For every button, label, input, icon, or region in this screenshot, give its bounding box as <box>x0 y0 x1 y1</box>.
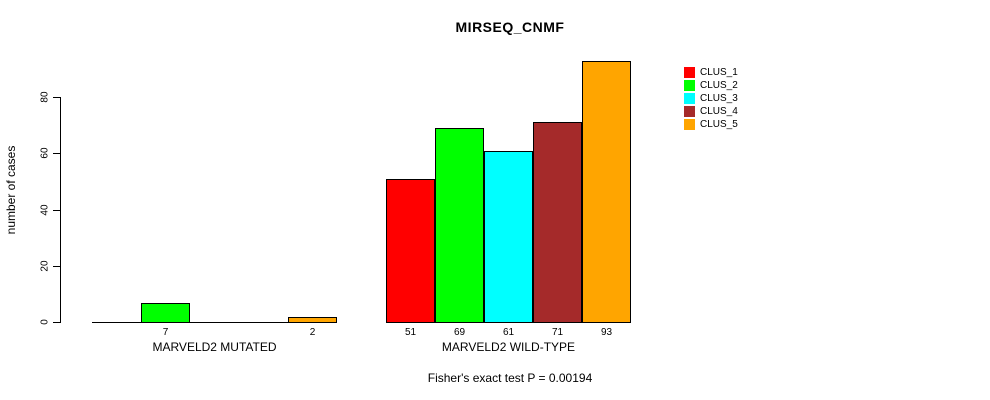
y-axis-tick <box>53 266 61 267</box>
y-axis-tick <box>53 153 61 154</box>
fisher-test-annotation: Fisher's exact test P = 0.00194 <box>427 371 593 385</box>
legend-item-CLUS_3: CLUS_3 <box>684 92 738 105</box>
group-label-mutated: MARVELD2 MUTATED <box>152 340 277 354</box>
bar-value-label: 2 <box>309 327 316 338</box>
zero-height-bar-CLUS_3 <box>190 322 240 323</box>
bar-value-label: 69 <box>453 327 466 338</box>
bar-CLUS_1 <box>386 179 435 323</box>
group-label-wildtype: MARVELD2 WILD-TYPE <box>441 340 576 354</box>
legend-label: CLUS_3 <box>700 93 738 104</box>
legend-label: CLUS_5 <box>700 119 738 130</box>
bar-value-label: 93 <box>600 327 613 338</box>
bar-CLUS_2 <box>141 303 190 323</box>
legend-swatch-CLUS_2 <box>684 80 695 91</box>
bar-value-label: 51 <box>404 327 417 338</box>
legend-swatch-CLUS_5 <box>684 119 695 130</box>
legend-swatch-CLUS_4 <box>684 106 695 117</box>
bar-CLUS_3 <box>484 151 533 323</box>
y-axis-tick <box>53 210 61 211</box>
legend-label: CLUS_1 <box>700 67 738 78</box>
legend-item-CLUS_2: CLUS_2 <box>684 79 738 92</box>
bar-CLUS_5 <box>582 61 631 323</box>
y-axis-tick-label: 0 <box>39 319 51 325</box>
legend-label: CLUS_4 <box>700 106 738 117</box>
zero-height-bar-CLUS_1 <box>92 322 142 323</box>
chart-title: MIRSEQ_CNMF <box>455 19 565 35</box>
zero-height-bar-CLUS_4 <box>239 322 289 323</box>
y-axis-tick <box>53 322 61 323</box>
legend-swatch-CLUS_1 <box>684 67 695 78</box>
y-axis-label: number of cases <box>4 145 18 235</box>
y-axis-tick-label: 40 <box>39 204 51 216</box>
legend-item-CLUS_5: CLUS_5 <box>684 118 738 131</box>
bar-value-label: 7 <box>162 327 169 338</box>
legend-item-CLUS_4: CLUS_4 <box>684 105 738 118</box>
bar-CLUS_4 <box>533 122 582 323</box>
y-axis-tick-label: 20 <box>39 260 51 272</box>
y-axis-tick-label: 80 <box>39 91 51 103</box>
legend-label: CLUS_2 <box>700 80 738 91</box>
y-axis-tick <box>53 97 61 98</box>
legend-item-CLUS_1: CLUS_1 <box>684 66 738 79</box>
bar-CLUS_5 <box>288 317 337 323</box>
bar-CLUS_2 <box>435 128 484 323</box>
bar-value-label: 61 <box>502 327 515 338</box>
legend-swatch-CLUS_3 <box>684 93 695 104</box>
y-axis-tick-label: 60 <box>39 147 51 159</box>
bar-value-label: 71 <box>551 327 564 338</box>
